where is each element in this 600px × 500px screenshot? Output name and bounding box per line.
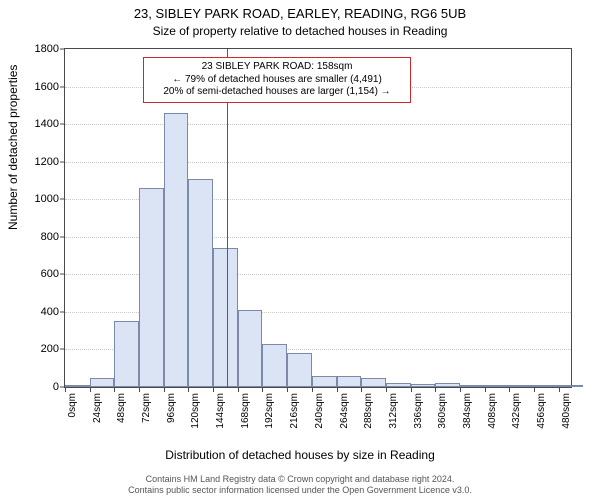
x-tick-label: 480sqm (561, 393, 572, 443)
histogram-bar (164, 113, 189, 387)
x-tick-label: 240sqm (314, 393, 325, 443)
y-tick-label: 1000 (25, 193, 59, 205)
histogram-bar (534, 385, 559, 387)
x-tick-label: 96sqm (166, 393, 177, 443)
x-tick-label: 168sqm (240, 393, 251, 443)
histogram-bar (114, 321, 139, 387)
x-tick-label: 72sqm (141, 393, 152, 443)
y-tick-label: 0 (25, 381, 59, 393)
histogram-bar (287, 353, 312, 387)
x-tick-label: 408sqm (487, 393, 498, 443)
annotation-line: 23 SIBLEY PARK ROAD: 158sqm (150, 61, 404, 74)
chart-title: 23, SIBLEY PARK ROAD, EARLEY, READING, R… (0, 6, 600, 21)
x-tick-label: 360sqm (437, 393, 448, 443)
footer-attribution: Contains HM Land Registry data © Crown c… (0, 474, 600, 496)
x-tick-label: 456sqm (536, 393, 547, 443)
histogram-bar (509, 385, 534, 387)
histogram-bar (435, 383, 460, 387)
histogram-bar (139, 188, 164, 387)
histogram-bar (485, 385, 510, 387)
histogram-bar (65, 385, 90, 387)
annotation-box: 23 SIBLEY PARK ROAD: 158sqm← 79% of deta… (143, 57, 411, 103)
x-tick-label: 288sqm (363, 393, 374, 443)
y-tick-label: 800 (25, 231, 59, 243)
histogram-bar (460, 385, 485, 387)
y-tick-label: 200 (25, 343, 59, 355)
y-tick-label: 400 (25, 306, 59, 318)
annotation-line: ← 79% of detached houses are smaller (4,… (150, 74, 404, 87)
y-tick-label: 1800 (25, 43, 59, 55)
histogram-bar (238, 310, 263, 387)
y-tick-label: 1400 (25, 118, 59, 130)
property-size-chart: 23, SIBLEY PARK ROAD, EARLEY, READING, R… (0, 0, 600, 500)
gridline (65, 124, 571, 125)
annotation-line: 20% of semi-detached houses are larger (… (150, 86, 404, 99)
histogram-bar (188, 179, 213, 387)
chart-subtitle: Size of property relative to detached ho… (0, 24, 600, 38)
x-tick-label: 336sqm (413, 393, 424, 443)
y-tick-label: 600 (25, 268, 59, 280)
histogram-bar (411, 384, 436, 387)
y-axis-label: Number of detached properties (6, 65, 20, 230)
histogram-bar (361, 378, 386, 387)
histogram-bar (312, 376, 337, 387)
histogram-bar (90, 378, 115, 387)
x-tick-label: 144sqm (215, 393, 226, 443)
y-tick-label: 1600 (25, 81, 59, 93)
footer-line-1: Contains HM Land Registry data © Crown c… (0, 474, 600, 485)
x-tick-label: 48sqm (116, 393, 127, 443)
histogram-bar (262, 344, 287, 387)
histogram-bar (337, 376, 362, 387)
footer-line-2: Contains public sector information licen… (0, 485, 600, 496)
x-tick-label: 192sqm (264, 393, 275, 443)
x-tick-label: 264sqm (339, 393, 350, 443)
plot-area: 0200400600800100012001400160018000sqm24s… (64, 48, 572, 388)
histogram-bar (386, 383, 411, 387)
x-tick-label: 312sqm (388, 393, 399, 443)
x-tick-label: 0sqm (67, 393, 78, 443)
y-tick-label: 1200 (25, 156, 59, 168)
gridline (65, 162, 571, 163)
x-tick-label: 384sqm (462, 393, 473, 443)
x-tick-label: 120sqm (190, 393, 201, 443)
x-tick-label: 432sqm (511, 393, 522, 443)
histogram-bar (213, 248, 238, 387)
histogram-bar (559, 385, 584, 387)
x-tick-label: 24sqm (92, 393, 103, 443)
x-axis-label: Distribution of detached houses by size … (0, 448, 600, 462)
x-tick-label: 216sqm (289, 393, 300, 443)
